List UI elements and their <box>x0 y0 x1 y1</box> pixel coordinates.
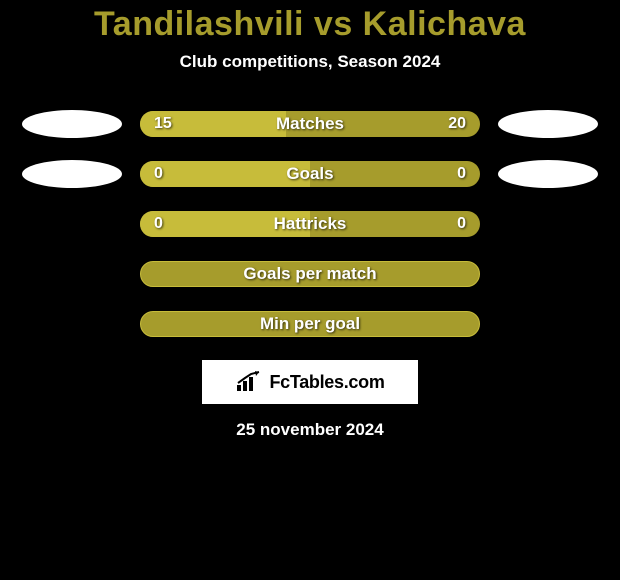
stat-row: Min per goal <box>0 310 620 338</box>
stat-value-right: 20 <box>448 115 466 133</box>
date-text: 25 november 2024 <box>0 420 620 440</box>
stat-bar: Min per goal <box>140 311 480 337</box>
stat-row: 15 20 Matches <box>0 110 620 138</box>
bar-fill-left <box>140 161 310 187</box>
stat-value-left: 15 <box>154 115 172 133</box>
stat-label: Matches <box>276 114 344 134</box>
stat-value-left: 0 <box>154 215 163 233</box>
comparison-container: Tandilashvili vs Kalichava Club competit… <box>0 0 620 440</box>
stat-label: Goals per match <box>243 264 376 284</box>
stat-bar: 0 0 Goals <box>140 161 480 187</box>
logo-block: FcTables.com <box>202 360 418 404</box>
chart-icon <box>235 371 263 393</box>
stat-row: Goals per match <box>0 260 620 288</box>
stat-bar: 0 0 Hattricks <box>140 211 480 237</box>
stat-row: 0 0 Goals <box>0 160 620 188</box>
stat-label: Goals <box>286 164 333 184</box>
logo-text: FcTables.com <box>269 372 384 393</box>
stat-value-left: 0 <box>154 165 163 183</box>
player-badge-left <box>22 160 122 188</box>
stat-bar: 15 20 Matches <box>140 111 480 137</box>
player-badge-right <box>498 160 598 188</box>
stat-row: 0 0 Hattricks <box>0 210 620 238</box>
page-title: Tandilashvili vs Kalichava <box>0 5 620 44</box>
stat-label: Hattricks <box>274 214 347 234</box>
player-badge-right <box>498 110 598 138</box>
stat-label: Min per goal <box>260 314 360 334</box>
player-badge-left <box>22 110 122 138</box>
stat-bar: Goals per match <box>140 261 480 287</box>
stat-value-right: 0 <box>457 215 466 233</box>
stat-rows: 15 20 Matches 0 0 Goals 0 0 Hattricks Goals per m… <box>0 110 620 338</box>
subtitle: Club competitions, Season 2024 <box>0 52 620 72</box>
stat-value-right: 0 <box>457 165 466 183</box>
